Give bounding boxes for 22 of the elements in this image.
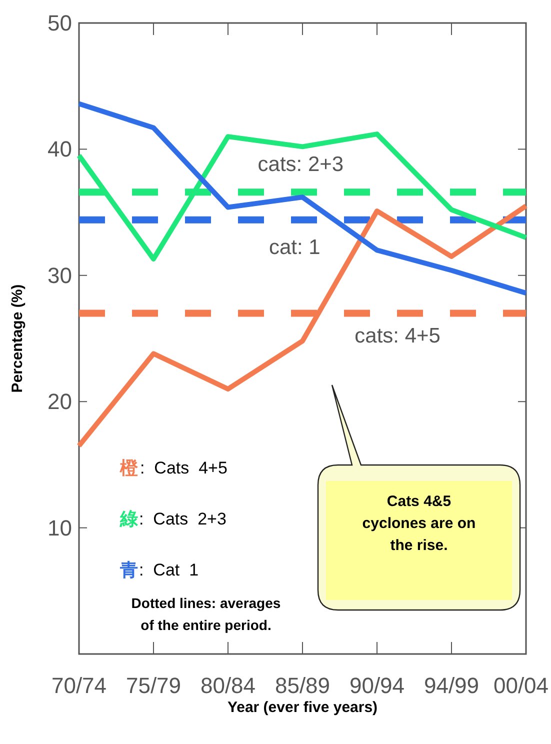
text: 橙: Cats 4+5 xyxy=(119,458,228,478)
annotation: Dotted lines: averages of the entire period. xyxy=(131,595,281,633)
y-tick-label: 10 xyxy=(48,515,72,540)
x-tick-label: 85/89 xyxy=(274,673,330,698)
annotation: cats: 4+5 xyxy=(354,324,440,348)
x-axis-title: Year (ever five years) xyxy=(227,699,378,716)
y-tick-label: 30 xyxy=(48,262,72,288)
x-tick-label: 00/04 xyxy=(493,673,549,698)
y-tick-label: 40 xyxy=(48,136,72,162)
annotation: cat: 1 xyxy=(268,236,320,260)
y-tick-label: 20 xyxy=(48,389,72,414)
x-tick-label: 80/84 xyxy=(200,673,256,698)
y-axis-title: Percentage (%) xyxy=(9,284,26,393)
annotation: Cats 4&5 cyclones are on the rise. xyxy=(362,493,476,554)
y-tick-label: 50 xyxy=(48,10,72,36)
annotation: cats: 2+3 xyxy=(258,152,344,176)
x-tick-label: 94/99 xyxy=(424,673,480,698)
x-tick-label: 70/74 xyxy=(51,673,107,698)
text: 青: Cat 1 xyxy=(119,560,199,580)
x-tick-label: 90/94 xyxy=(349,673,405,698)
text: 綠: Cats 2+3 xyxy=(119,509,226,529)
x-tick-label: 75/79 xyxy=(126,673,182,698)
